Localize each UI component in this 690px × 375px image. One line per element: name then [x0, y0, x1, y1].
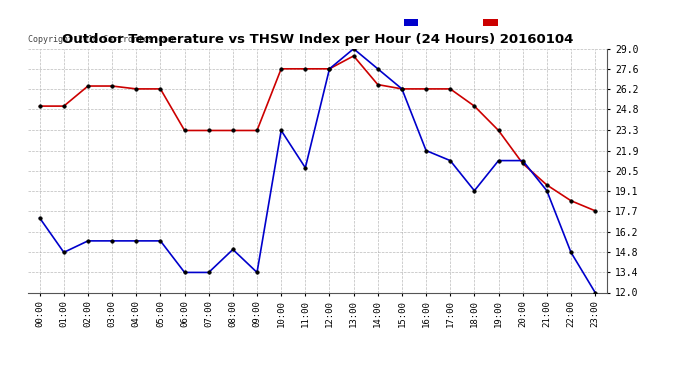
- Title: Outdoor Temperature vs THSW Index per Hour (24 Hours) 20160104: Outdoor Temperature vs THSW Index per Ho…: [61, 33, 573, 46]
- Legend: THSW  (°F), Temperature  (°F): THSW (°F), Temperature (°F): [402, 16, 602, 30]
- Text: Copyright 2016 Cartronics.com: Copyright 2016 Cartronics.com: [28, 35, 172, 44]
